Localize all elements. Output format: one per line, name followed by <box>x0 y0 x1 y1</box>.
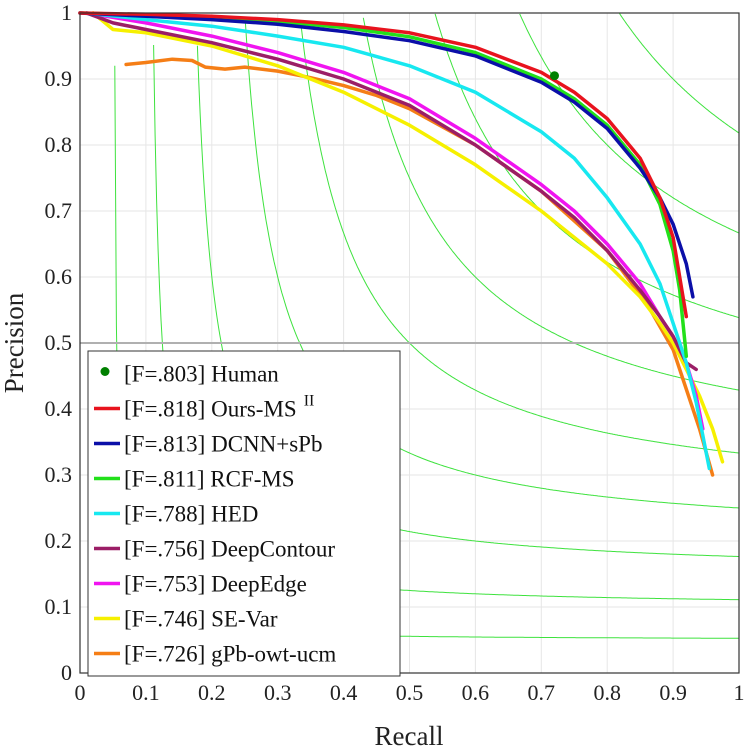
y-tick-label: 0.7 <box>45 198 73 223</box>
series-line <box>84 11 712 471</box>
series-line <box>78 11 689 319</box>
legend-label: [F=.726] gPb-owt-ucm <box>124 642 336 667</box>
legend-label: [F=.811] RCF-MS <box>124 467 295 492</box>
legend-marker-human <box>100 367 110 376</box>
x-tick-labels: 0 0.1 0.2 0.3 0.4 0.5 0.6 0.7 0.8 0.9 1 <box>75 680 745 705</box>
series-line <box>124 57 715 477</box>
iso-f-contour <box>300 21 740 454</box>
x-tick-label: 0.5 <box>396 680 424 705</box>
iso-f-contour <box>619 13 740 134</box>
legend-label: [F=.756] DeepContour <box>124 537 335 562</box>
y-tick-label: 1 <box>61 0 72 25</box>
plot-border <box>79 12 740 674</box>
x-tick-label: 0.1 <box>132 680 160 705</box>
legend-label: [F=.818] Ours-MS <box>124 397 297 422</box>
y-tick-label: 0.6 <box>45 264 73 289</box>
y-tick-label: 0.9 <box>45 66 73 91</box>
legend: [F=.803] Human [F=.818] Ours-MS II [F=.813]… <box>87 350 401 677</box>
series-group <box>78 11 725 477</box>
x-tick-label: 0 <box>75 680 86 705</box>
series-line <box>84 11 698 372</box>
legend-label: [F=.746] SE-Var <box>124 607 278 632</box>
y-tick-label: 0.2 <box>45 528 73 553</box>
x-tick-label: 0.8 <box>593 680 621 705</box>
iso-f-contour <box>362 17 740 391</box>
x-tick-label: 0.2 <box>198 680 226 705</box>
legend-label: [F=.813] DCNN+sPb <box>124 432 322 457</box>
human-point <box>549 71 559 81</box>
legend-label: [F=.788] HED <box>124 502 258 527</box>
legend-label: [F=.753] DeepEdge <box>124 572 307 597</box>
legend-label: [F=.803] Human <box>124 362 279 387</box>
legend-superscript: II <box>304 393 315 410</box>
y-tick-label: 0 <box>61 660 72 685</box>
y-tick-label: 0.5 <box>45 330 73 355</box>
x-tick-label: 1 <box>734 680 745 705</box>
y-tick-label: 0.8 <box>45 132 73 157</box>
x-tick-label: 0.7 <box>528 680 556 705</box>
x-axis-label: Recall <box>375 721 444 750</box>
y-tick-label: 0.4 <box>45 396 73 421</box>
legend-box <box>87 350 401 677</box>
x-tick-label: 0.4 <box>330 680 358 705</box>
x-tick-label: 0.6 <box>462 680 490 705</box>
y-tick-labels: 0 0.1 0.2 0.3 0.4 0.5 0.6 0.7 0.8 0.9 1 <box>45 0 73 685</box>
y-tick-label: 0.3 <box>45 462 73 487</box>
x-tick-label: 0.3 <box>264 680 292 705</box>
y-axis-label: Precision <box>0 292 29 393</box>
series-line <box>78 11 695 299</box>
y-tick-label: 0.1 <box>45 594 73 619</box>
x-tick-label: 0.9 <box>659 680 687 705</box>
